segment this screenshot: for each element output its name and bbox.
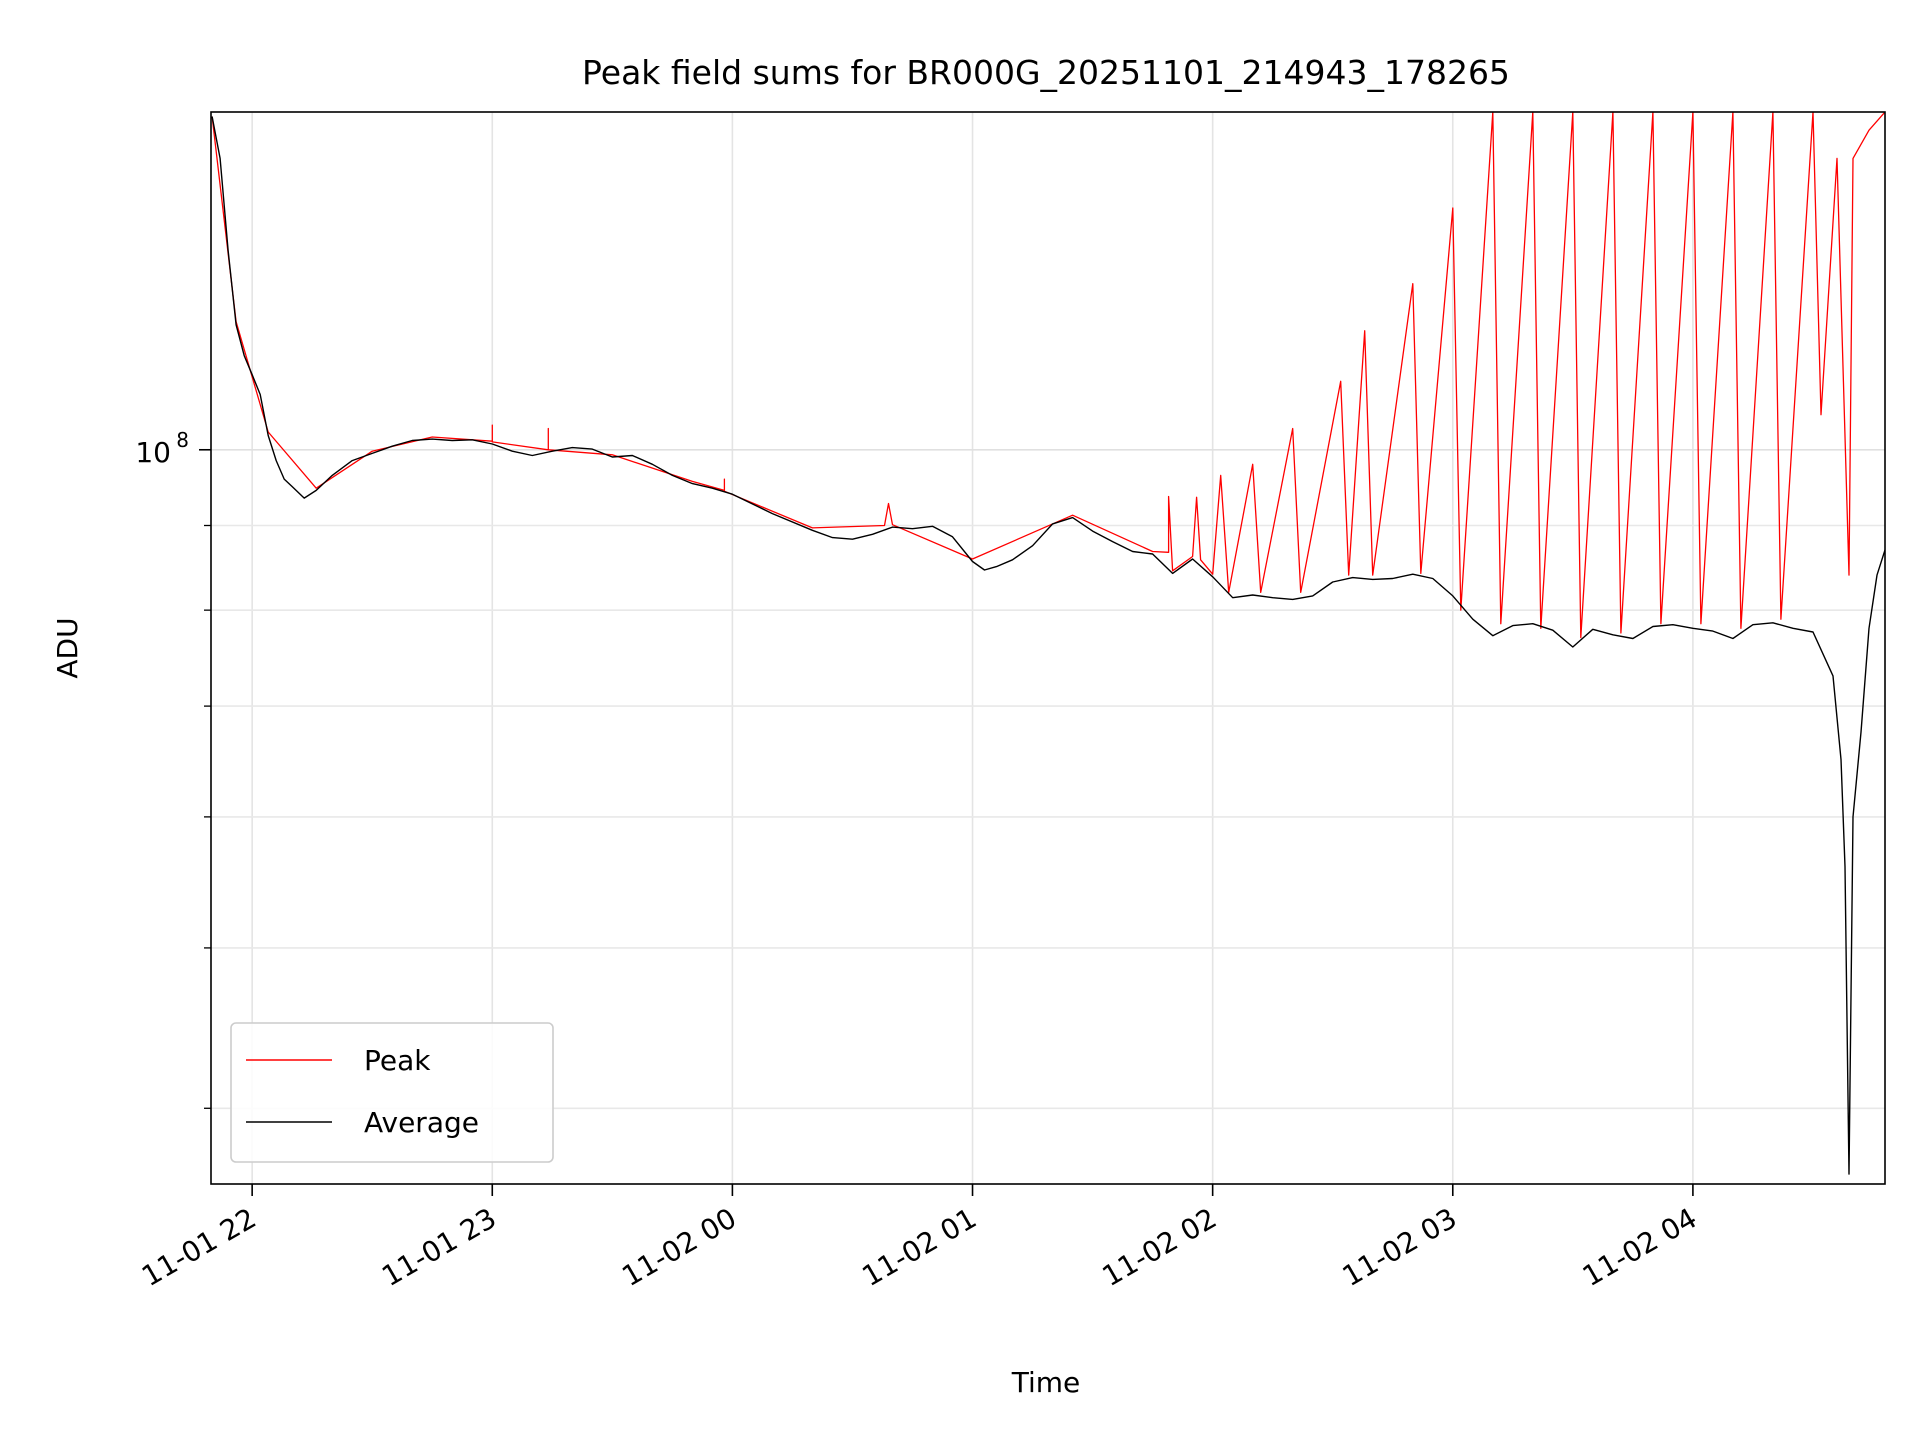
- series-layer: [211, 112, 1885, 1175]
- series-line-average: [211, 116, 1885, 1175]
- y-tick-label-base: 10: [135, 436, 171, 469]
- x-axis-label: Time: [1011, 1366, 1081, 1399]
- plot-frame: [210, 111, 1886, 1185]
- y-axis-ticks: 10 8: [135, 428, 211, 1109]
- legend-peak-label: Peak: [364, 1044, 431, 1077]
- chart-title: Peak field sums for BR000G_20251101_2149…: [582, 53, 1510, 92]
- legend-average-label: Average: [364, 1106, 479, 1139]
- y-tick-label-exponent: 8: [176, 428, 189, 452]
- y-axis-label: ADU: [51, 617, 84, 678]
- legend: Peak Average: [230, 1022, 554, 1163]
- plot-area: [211, 112, 1885, 1175]
- legend-box: [230, 1022, 554, 1163]
